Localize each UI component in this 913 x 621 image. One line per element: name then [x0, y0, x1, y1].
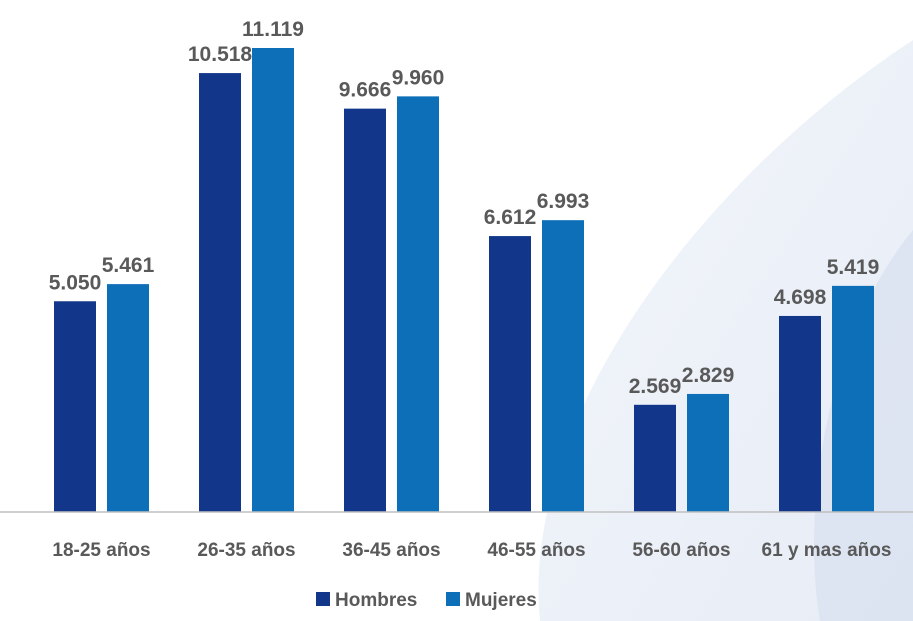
legend-label-hombres: Hombres	[335, 590, 417, 611]
value-label-hombres-26-35-a-os: 10.518	[188, 43, 253, 66]
legend-label-mujeres: Mujeres	[465, 590, 537, 611]
value-label-hombres-61-y-mas-a-os: 4.698	[774, 286, 827, 309]
value-label-hombres-36-45-a-os: 9.666	[339, 79, 392, 102]
value-label-mujeres-36-45-a-os: 9.960	[392, 66, 445, 89]
bar-mujeres-18-25-a-os	[107, 284, 149, 512]
bar-hombres-46-55-a-os	[489, 236, 531, 512]
category-label-61-y-mas-a-os: 61 y mas años	[762, 540, 892, 561]
category-label-36-45-a-os: 36-45 años	[342, 540, 440, 561]
category-label-18-25-a-os: 18-25 años	[52, 540, 150, 561]
value-label-hombres-18-25-a-os: 5.050	[49, 271, 102, 294]
legend-swatch-mujeres	[446, 592, 460, 606]
bar-hombres-61-y-mas-a-os	[779, 315, 821, 512]
bar-hombres-36-45-a-os	[344, 108, 386, 513]
bar-mujeres-26-35-a-os	[252, 48, 294, 512]
value-label-hombres-46-55-a-os: 6.612	[484, 206, 537, 229]
bar-mujeres-56-60-a-os	[687, 393, 729, 512]
bar-hombres-56-60-a-os	[634, 404, 676, 512]
bar-mujeres-46-55-a-os	[542, 220, 584, 513]
category-labels-layer: 18-25 años 26-35 años 36-45 años 46-55 años…	[52, 540, 891, 561]
bar-hombres-26-35-a-os	[199, 73, 241, 512]
value-label-mujeres-56-60-a-os: 2.829	[682, 364, 735, 387]
value-label-mujeres-18-25-a-os: 5.461	[102, 254, 155, 277]
value-label-hombres-56-60-a-os: 2.569	[629, 375, 682, 398]
legend-swatch-hombres	[316, 592, 330, 606]
value-label-mujeres-61-y-mas-a-os: 5.419	[827, 256, 880, 279]
bar-mujeres-61-y-mas-a-os	[832, 285, 874, 512]
category-label-56-60-a-os: 56-60 años	[632, 540, 730, 561]
bars-layer	[54, 48, 874, 513]
legend: Hombres Mujeres	[316, 590, 537, 611]
bar-hombres-18-25-a-os	[54, 301, 96, 512]
category-label-26-35-a-os: 26-35 años	[197, 540, 295, 561]
bar-mujeres-36-45-a-os	[397, 96, 439, 512]
value-label-mujeres-46-55-a-os: 6.993	[537, 190, 590, 213]
category-label-46-55-a-os: 46-55 años	[487, 540, 585, 561]
value-label-mujeres-26-35-a-os: 11.119	[242, 18, 304, 41]
